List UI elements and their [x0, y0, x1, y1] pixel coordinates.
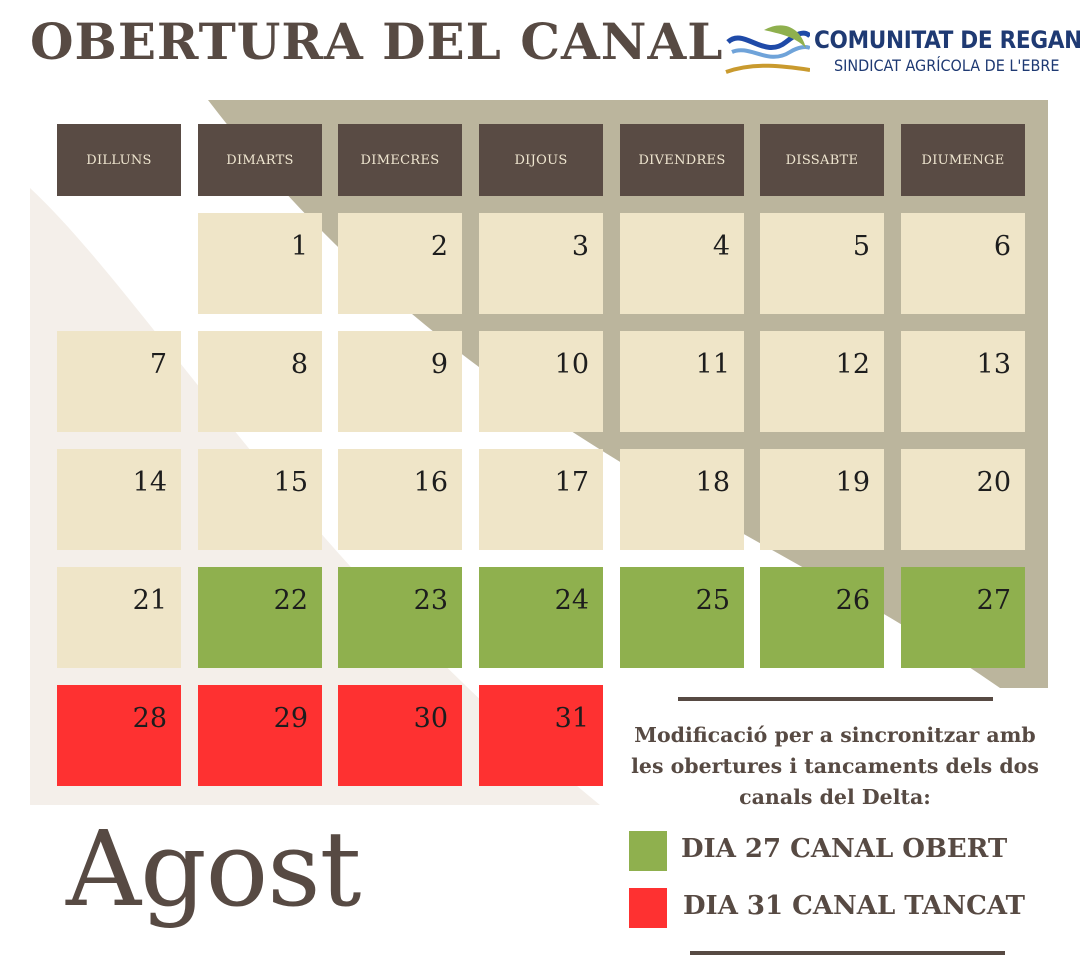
day-cell-11: 11: [620, 331, 744, 432]
day-cell-10: 10: [479, 331, 603, 432]
day-cell-18: 18: [620, 449, 744, 550]
legend-open-swatch: [629, 831, 667, 871]
day-cell-23: 23: [338, 567, 462, 668]
legend-closed-swatch: [629, 888, 667, 928]
day-cell-13: 13: [901, 331, 1025, 432]
day-cell-21: 21: [57, 567, 181, 668]
day-cell-31: 31: [479, 685, 603, 786]
day-cell-19: 19: [760, 449, 884, 550]
day-cell-15: 15: [198, 449, 322, 550]
day-cell-9: 9: [338, 331, 462, 432]
weekday-header-dissabte: DISSABTE: [760, 124, 884, 196]
weekday-header-dimarts: DIMARTS: [198, 124, 322, 196]
day-cell-7: 7: [57, 331, 181, 432]
day-cell-5: 5: [760, 213, 884, 314]
weekday-header-dimecres: DIMECRES: [338, 124, 462, 196]
day-cell-26: 26: [760, 567, 884, 668]
logo-subtitle: SINDICAT AGRÍCOLA DE L'EBRE: [834, 56, 1060, 75]
divider-top: [678, 697, 993, 701]
day-cell-27: 27: [901, 567, 1025, 668]
day-cell-6: 6: [901, 213, 1025, 314]
day-cell-1: 1: [198, 213, 322, 314]
day-cell-25: 25: [620, 567, 744, 668]
day-cell-4: 4: [620, 213, 744, 314]
day-cell-24: 24: [479, 567, 603, 668]
weekday-header-dilluns: DILLUNS: [57, 124, 181, 196]
page-title: OBERTURA DEL CANAL: [30, 12, 724, 71]
weekday-header-divendres: DIVENDRES: [620, 124, 744, 196]
day-cell-16: 16: [338, 449, 462, 550]
day-cell-28: 28: [57, 685, 181, 786]
weekday-header-dijous: DIJOUS: [479, 124, 603, 196]
day-cell-30: 30: [338, 685, 462, 786]
day-cell-8: 8: [198, 331, 322, 432]
day-cell-22: 22: [198, 567, 322, 668]
day-cell-20: 20: [901, 449, 1025, 550]
legend-closed-label: DIA 31 CANAL TANCAT: [683, 891, 1025, 921]
wave-logo-icon: [725, 25, 810, 74]
day-cell-12: 12: [760, 331, 884, 432]
day-cell-29: 29: [198, 685, 322, 786]
legend-open-label: DIA 27 CANAL OBERT: [681, 834, 1008, 864]
day-cell-17: 17: [479, 449, 603, 550]
day-cell-14: 14: [57, 449, 181, 550]
day-cell-3: 3: [479, 213, 603, 314]
weekday-header-diumenge: DIUMENGE: [901, 124, 1025, 196]
modification-note: Modificació per a sincronitzar amb les o…: [631, 723, 1039, 809]
divider-bottom: [690, 951, 1005, 955]
logo-name: COMUNITAT DE REGANTS: [814, 26, 1080, 54]
day-cell-2: 2: [338, 213, 462, 314]
month-name: Agost: [66, 808, 361, 930]
logo: COMUNITAT DE REGANTS SINDICAT AGRÍCOLA D…: [724, 22, 1080, 84]
